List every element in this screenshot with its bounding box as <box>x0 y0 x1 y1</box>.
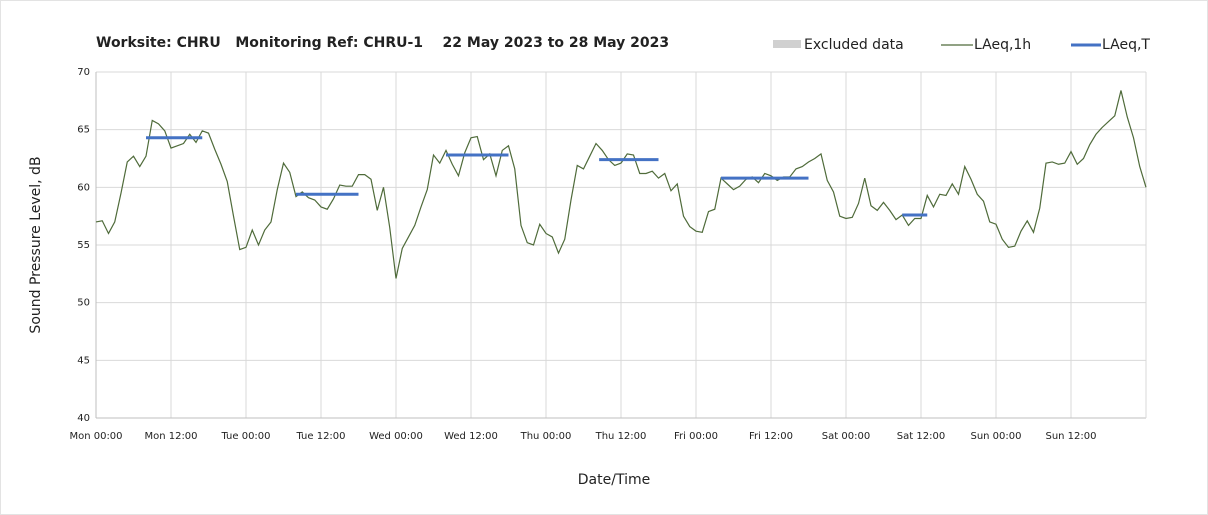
x-tick-label: Tue 00:00 <box>220 431 270 442</box>
data-line <box>95 90 1147 279</box>
y-tick-label: 45 <box>77 355 90 366</box>
x-axis-label: Date/Time <box>578 472 650 488</box>
legend-label: Excluded data <box>804 37 904 53</box>
y-tick-label: 60 <box>77 182 90 193</box>
x-tick-label: Thu 12:00 <box>595 431 647 442</box>
x-tick-label: Wed 00:00 <box>369 431 423 442</box>
x-tick-label: Sat 00:00 <box>822 431 870 442</box>
x-tick-label: Sun 00:00 <box>970 431 1021 442</box>
x-tick-label: Fri 00:00 <box>674 431 718 442</box>
y-tick-label: 70 <box>77 67 90 78</box>
y-tick-label: 50 <box>77 298 90 309</box>
legend-label: LAeq,T <box>1102 37 1150 53</box>
x-tick-label: Tue 12:00 <box>295 431 345 442</box>
x-tick-label: Mon 00:00 <box>69 431 122 442</box>
x-tick-label: Fri 12:00 <box>749 431 793 442</box>
x-tick-label: Sat 12:00 <box>897 431 945 442</box>
x-tick-label: Wed 12:00 <box>444 431 498 442</box>
y-axis-label: Sound Pressure Level, dB <box>28 156 44 333</box>
x-tick-label: Thu 00:00 <box>520 431 572 442</box>
legend-swatch <box>773 40 801 48</box>
x-tick-label: Sun 12:00 <box>1045 431 1096 442</box>
y-tick-label: 40 <box>77 413 90 424</box>
legend-label: LAeq,1h <box>974 37 1031 53</box>
x-tick-label: Mon 12:00 <box>144 431 197 442</box>
chart-title: Worksite: CHRU Monitoring Ref: CHRU-1 22… <box>96 35 669 51</box>
y-tick-label: 55 <box>77 240 90 251</box>
y-tick-label: 65 <box>77 125 90 136</box>
